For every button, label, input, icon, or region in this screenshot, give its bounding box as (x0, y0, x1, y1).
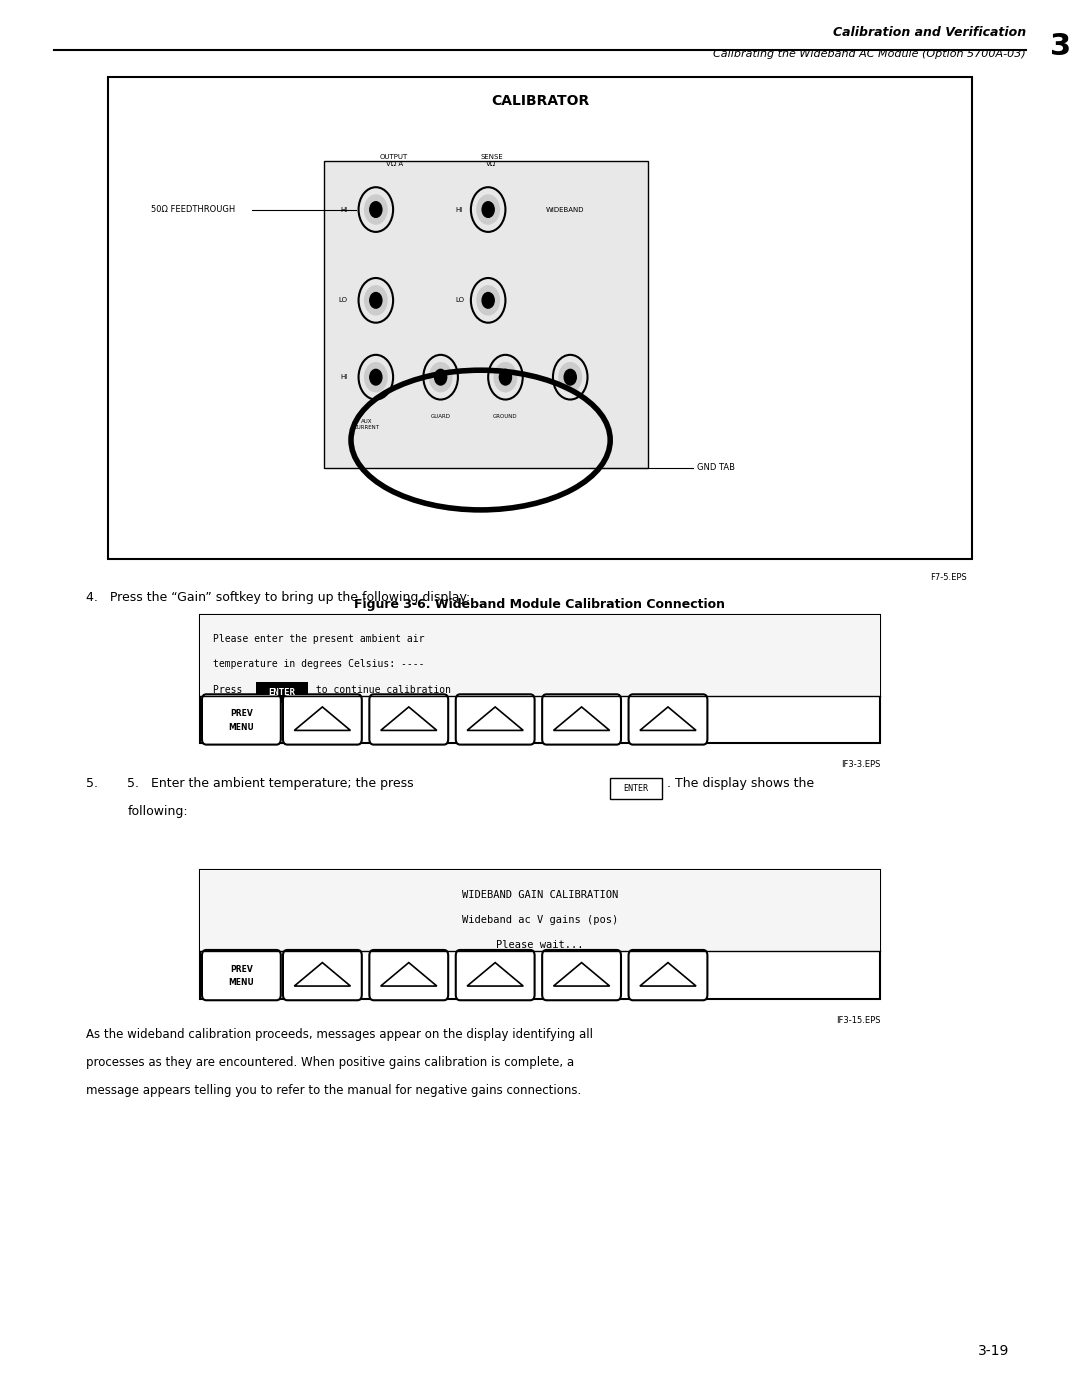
Text: GROUND: GROUND (494, 414, 517, 419)
Circle shape (499, 369, 512, 386)
FancyBboxPatch shape (283, 950, 362, 1000)
FancyBboxPatch shape (629, 694, 707, 745)
Circle shape (365, 363, 387, 391)
Bar (256, 682, 308, 703)
Text: MENU: MENU (229, 978, 254, 988)
Text: . The display shows the: . The display shows the (667, 777, 814, 789)
FancyBboxPatch shape (629, 950, 707, 1000)
Bar (610, 778, 662, 799)
Text: Figure 3-6. Wideband Module Calibration Connection: Figure 3-6. Wideband Module Calibration … (354, 598, 726, 610)
Circle shape (495, 363, 516, 391)
Text: WIDEBAND: WIDEBAND (545, 207, 584, 212)
Text: CALIBRATOR: CALIBRATOR (491, 94, 589, 108)
Text: ENTER: ENTER (623, 784, 649, 793)
Text: Please enter the present ambient air: Please enter the present ambient air (213, 634, 424, 644)
Circle shape (482, 292, 495, 309)
Bar (200, 615, 880, 696)
Bar (108, 77, 972, 559)
Text: IF3-3.EPS: IF3-3.EPS (841, 760, 880, 768)
Text: message appears telling you to refer to the manual for negative gains connection: message appears telling you to refer to … (86, 1084, 582, 1097)
Circle shape (477, 196, 499, 224)
Text: Press: Press (213, 685, 248, 694)
Text: ENTER: ENTER (269, 687, 295, 697)
Text: 50Ω FEEDTHROUGH: 50Ω FEEDTHROUGH (151, 205, 235, 214)
Circle shape (365, 196, 387, 224)
Text: LO: LO (339, 298, 348, 303)
Text: PREV: PREV (230, 710, 253, 718)
Circle shape (369, 292, 382, 309)
Text: GUARD: GUARD (431, 414, 450, 419)
FancyBboxPatch shape (542, 694, 621, 745)
Text: 5.   Enter the ambient temperature; the press: 5. Enter the ambient temperature; the pr… (127, 777, 414, 789)
Text: PREV: PREV (230, 965, 253, 974)
FancyBboxPatch shape (283, 694, 362, 745)
Circle shape (369, 201, 382, 218)
FancyBboxPatch shape (369, 950, 448, 1000)
Text: Calibrating the Wideband AC Module (Option 5700A-03): Calibrating the Wideband AC Module (Opti… (713, 49, 1026, 59)
Text: 3: 3 (1050, 32, 1071, 60)
Text: SENSE
VΩ: SENSE VΩ (480, 154, 503, 166)
Text: Calibration and Verification: Calibration and Verification (833, 27, 1026, 39)
FancyBboxPatch shape (542, 950, 621, 1000)
Circle shape (430, 363, 451, 391)
Text: IF3-15.EPS: IF3-15.EPS (836, 1016, 880, 1024)
Text: following:: following: (127, 805, 188, 817)
Text: LO: LO (456, 298, 464, 303)
Text: OUTPUT
VΩ A: OUTPUT VΩ A (380, 154, 408, 166)
Text: AUX
CURRENT: AUX CURRENT (354, 419, 380, 429)
Bar (200, 870, 880, 951)
Text: processes as they are encountered. When positive gains calibration is complete, : processes as they are encountered. When … (86, 1056, 575, 1069)
Circle shape (369, 369, 382, 386)
Bar (200, 615, 880, 743)
FancyBboxPatch shape (369, 694, 448, 745)
Text: to continue calibration: to continue calibration (310, 685, 451, 694)
Circle shape (434, 369, 447, 386)
Text: HI: HI (340, 374, 348, 380)
Text: HI: HI (340, 207, 348, 212)
FancyBboxPatch shape (456, 950, 535, 1000)
Text: temperature in degrees Celsius: ----: temperature in degrees Celsius: ---- (213, 659, 424, 669)
Bar (324, 161, 648, 468)
FancyBboxPatch shape (202, 694, 281, 745)
FancyBboxPatch shape (202, 950, 281, 1000)
Circle shape (559, 363, 581, 391)
Text: 5.: 5. (86, 777, 98, 789)
Circle shape (482, 201, 495, 218)
Text: As the wideband calibration proceeds, messages appear on the display identifying: As the wideband calibration proceeds, me… (86, 1028, 593, 1041)
FancyBboxPatch shape (456, 694, 535, 745)
Circle shape (477, 286, 499, 314)
Text: HI: HI (456, 207, 463, 212)
Text: 4.   Press the “Gain” softkey to bring up the following display:: 4. Press the “Gain” softkey to bring up … (86, 591, 471, 604)
Text: WIDEBAND GAIN CALIBRATION: WIDEBAND GAIN CALIBRATION (462, 890, 618, 900)
Text: Wideband ac V gains (pos): Wideband ac V gains (pos) (462, 915, 618, 925)
Text: F7-5.EPS: F7-5.EPS (930, 573, 967, 581)
Text: 3-19: 3-19 (977, 1344, 1010, 1358)
Bar (200, 870, 880, 999)
Circle shape (365, 286, 387, 314)
Circle shape (564, 369, 577, 386)
Text: GND TAB: GND TAB (697, 464, 734, 472)
Text: MENU: MENU (229, 722, 254, 732)
Text: Please wait...: Please wait... (496, 940, 584, 950)
